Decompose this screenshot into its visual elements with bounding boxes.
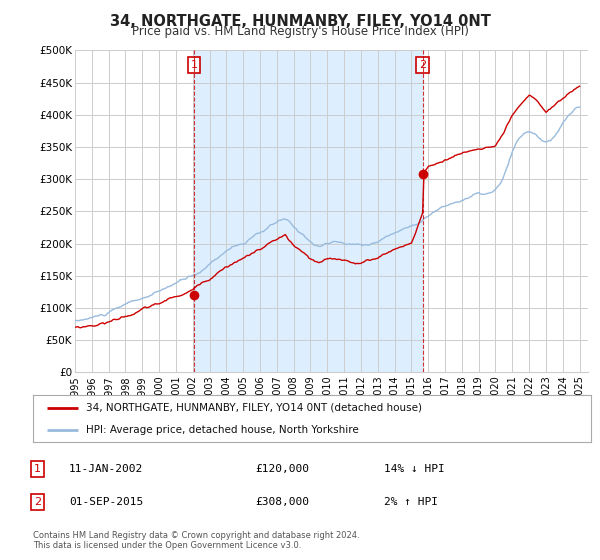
Bar: [194, 50, 422, 372]
Text: 14% ↓ HPI: 14% ↓ HPI: [384, 464, 445, 474]
Text: 11-JAN-2002: 11-JAN-2002: [69, 464, 143, 474]
Text: 01-SEP-2015: 01-SEP-2015: [69, 497, 143, 507]
Text: 2: 2: [419, 60, 426, 70]
Text: 2: 2: [34, 497, 41, 507]
Text: 34, NORTHGATE, HUNMANBY, FILEY, YO14 0NT: 34, NORTHGATE, HUNMANBY, FILEY, YO14 0NT: [110, 14, 490, 29]
Text: Contains HM Land Registry data © Crown copyright and database right 2024.
This d: Contains HM Land Registry data © Crown c…: [33, 530, 359, 550]
Text: 1: 1: [34, 464, 41, 474]
Text: 1: 1: [191, 60, 197, 70]
Text: Price paid vs. HM Land Registry's House Price Index (HPI): Price paid vs. HM Land Registry's House …: [131, 25, 469, 38]
Text: 34, NORTHGATE, HUNMANBY, FILEY, YO14 0NT (detached house): 34, NORTHGATE, HUNMANBY, FILEY, YO14 0NT…: [86, 403, 422, 413]
Text: £120,000: £120,000: [255, 464, 309, 474]
Text: 2% ↑ HPI: 2% ↑ HPI: [384, 497, 438, 507]
Text: HPI: Average price, detached house, North Yorkshire: HPI: Average price, detached house, Nort…: [86, 424, 359, 435]
Text: £308,000: £308,000: [255, 497, 309, 507]
